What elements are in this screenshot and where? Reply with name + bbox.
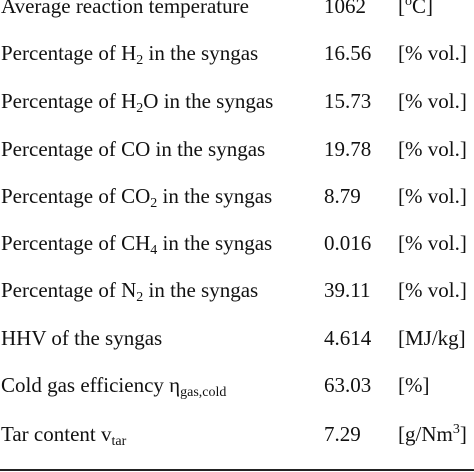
table-row: Percentage of CH4 in the syngas 0.016 [%…: [0, 231, 474, 277]
parameter-value: 4.614: [324, 326, 372, 350]
parameter-unit: [% vol.]: [398, 137, 467, 161]
parameter-label: Percentage of H2O in the syngas: [1, 89, 274, 116]
subscript: 2: [150, 196, 158, 211]
parameter-unit: [g/Nm3]: [398, 422, 467, 446]
subscript: 2: [136, 53, 144, 68]
parameter-unit: [oC]: [398, 0, 433, 18]
parameter-value: 63.03: [324, 373, 372, 397]
table-row: Percentage of H2O in the syngas 15.73 [%…: [0, 89, 474, 135]
parameter-value: 39.11: [324, 278, 371, 302]
parameter-label: HHV of the syngas: [1, 326, 163, 350]
parameter-label: Cold gas efficiency ηgas,cold: [1, 373, 227, 400]
table-bottom-rule: [0, 469, 474, 471]
table-row: Average reaction temperature 1062 [oC]: [0, 0, 474, 40]
parameter-value: 8.79: [324, 184, 361, 208]
superscript: o: [405, 0, 412, 9]
parameter-unit: [% vol.]: [398, 41, 467, 65]
parameter-unit: [% vol.]: [398, 89, 467, 113]
parameter-value: 16.56: [324, 41, 372, 65]
parameter-label: Percentage of CO2 in the syngas: [1, 184, 273, 211]
parameter-value: 7.29: [324, 422, 361, 446]
parameter-label: Percentage of N2 in the syngas: [1, 278, 259, 305]
table-row: Percentage of CO in the syngas 19.78 [% …: [0, 137, 474, 183]
parameter-value: 0.016: [324, 231, 372, 255]
parameter-value: 19.78: [324, 137, 372, 161]
subscript: 2: [136, 101, 144, 116]
subscript: 2: [136, 290, 144, 305]
table-row: Tar content vtar 7.29 [g/Nm3]: [0, 422, 474, 468]
subscript: tar: [111, 434, 127, 449]
parameter-unit: [% vol.]: [398, 184, 467, 208]
parameter-unit: [%]: [398, 373, 430, 397]
parameter-unit: [% vol.]: [398, 231, 467, 255]
parameter-label: Tar content vtar: [1, 422, 127, 449]
table-row: Cold gas efficiency ηgas,cold 63.03 [%]: [0, 373, 474, 419]
table-row: Percentage of H2 in the syngas 16.56 [% …: [0, 41, 474, 87]
table-row: HHV of the syngas 4.614 [MJ/kg]: [0, 326, 474, 372]
parameter-label: Percentage of H2 in the syngas: [1, 41, 259, 68]
subscript: gas,cold: [180, 385, 227, 400]
table-row: Percentage of CO2 in the syngas 8.79 [% …: [0, 184, 474, 230]
parameter-unit: [% vol.]: [398, 278, 467, 302]
parameter-label: Percentage of CH4 in the syngas: [1, 231, 273, 258]
subscript: 4: [150, 243, 158, 258]
parameter-value: 1062: [324, 0, 366, 18]
parameter-label: Average reaction temperature: [1, 0, 249, 18]
parameter-value: 15.73: [324, 89, 372, 113]
table-row: Percentage of N2 in the syngas 39.11 [% …: [0, 278, 474, 324]
parameter-unit: [MJ/kg]: [398, 326, 466, 350]
parameter-label: Percentage of CO in the syngas: [1, 137, 266, 161]
superscript: 3: [452, 422, 460, 437]
